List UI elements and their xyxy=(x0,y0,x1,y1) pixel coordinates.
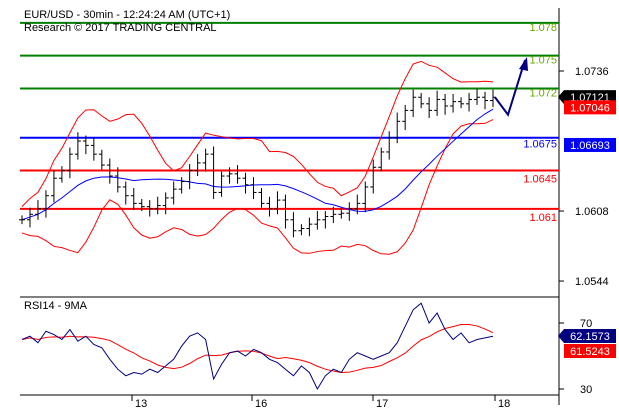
rsi-value-badge-bg xyxy=(564,329,616,343)
price-bar xyxy=(138,198,145,212)
price-bar xyxy=(186,163,193,190)
price-bar xyxy=(42,190,49,218)
price-bar xyxy=(50,170,57,203)
price-bar xyxy=(482,91,489,110)
rsi-line xyxy=(21,302,494,391)
price-bar xyxy=(34,200,41,220)
price-bar xyxy=(354,194,361,215)
price-bar xyxy=(218,171,225,197)
level-label: 1.072 xyxy=(529,88,557,100)
level-label: 1.061 xyxy=(529,212,557,224)
y-tick-label: 1.0544 xyxy=(575,276,609,288)
x-tick-label: 16 xyxy=(255,398,267,410)
pivot-price-badge-bg xyxy=(564,137,616,152)
y-tick-label: 1.0736 xyxy=(575,66,609,78)
pivot-price-badge: 1.06693 xyxy=(570,140,610,152)
price-bar xyxy=(266,196,273,217)
price-bar xyxy=(402,104,409,131)
price-bar xyxy=(370,159,377,194)
price-bar xyxy=(290,212,297,238)
price-bar xyxy=(58,166,65,183)
rsi-ma-badge-bg xyxy=(564,344,616,358)
price-panel: 1.0736 1.0608 1.0544 1.078 1.075 1.072 1.0675 1… xyxy=(19,8,616,405)
rsi-ma-line xyxy=(21,323,494,374)
price-bar xyxy=(282,194,289,229)
rsi-title: RSI14 - 9MA xyxy=(24,300,88,312)
level-label: 1.078 xyxy=(529,22,557,34)
price-bar xyxy=(234,165,241,184)
price-bar xyxy=(250,177,257,199)
price-bar xyxy=(434,90,441,116)
price-bar xyxy=(90,137,97,161)
price-bar xyxy=(98,149,105,170)
price-bar xyxy=(19,215,25,225)
price-bar xyxy=(346,202,353,221)
x-tick-label: 18 xyxy=(498,398,510,410)
last-price-badge-pointer xyxy=(558,90,564,105)
price-bar xyxy=(170,181,177,205)
x-tick-label: 17 xyxy=(376,398,388,410)
price-bar xyxy=(474,88,481,105)
y-tick-label: 1.0608 xyxy=(575,206,609,218)
bollinger-lower xyxy=(21,119,494,255)
rsi-tick-label: 70 xyxy=(580,318,592,330)
level-label: 1.075 xyxy=(529,55,557,67)
price-bar xyxy=(362,181,369,213)
level-label: 1.0675 xyxy=(523,139,557,151)
price-bar xyxy=(242,172,249,194)
price-bar xyxy=(210,146,217,199)
price-bar xyxy=(450,93,457,113)
rsi-ma-badge: 61.5243 xyxy=(570,346,610,358)
price-bar xyxy=(130,188,137,210)
price-bar xyxy=(394,112,401,144)
x-tick-label: 13 xyxy=(135,398,147,410)
price-bar xyxy=(146,200,153,217)
price-bar xyxy=(122,181,129,205)
rsi-value-badge-pointer xyxy=(558,329,564,343)
price-bar xyxy=(386,131,393,160)
forecast-arrowhead xyxy=(519,57,528,72)
price-bar xyxy=(330,206,337,224)
price-bar xyxy=(194,154,201,177)
chart-title: EUR/USD - 30min - 12:24:24 AM (UTC+1) xyxy=(24,9,230,21)
price-bar xyxy=(162,192,169,215)
price-bar xyxy=(258,188,265,208)
price-bar xyxy=(378,147,385,172)
price-bar xyxy=(322,211,329,229)
price-bar xyxy=(314,211,321,230)
forecast-arrow xyxy=(494,59,526,117)
rsi-panel: 70 30 62.1573 61.5243 13 16 17 18 xyxy=(20,302,616,410)
price-bar xyxy=(418,92,425,109)
chart-copyright: Research © 2017 TRADING CENTRAL xyxy=(24,22,217,34)
price-bar xyxy=(226,167,233,184)
bid-price-badge-bg xyxy=(564,100,616,115)
price-bar xyxy=(114,167,121,193)
price-bar xyxy=(154,196,161,215)
price-bar xyxy=(202,148,209,172)
price-bar xyxy=(74,132,81,160)
price-bar xyxy=(106,158,113,184)
price-bar xyxy=(458,97,465,109)
price-bar xyxy=(82,135,89,155)
price-bar xyxy=(274,191,281,215)
moving-average xyxy=(21,108,494,221)
price-bar xyxy=(66,147,73,179)
price-bar xyxy=(306,217,313,237)
price-bar xyxy=(426,97,433,119)
level-label: 1.0645 xyxy=(523,174,557,186)
price-bar xyxy=(410,89,417,117)
price-bar xyxy=(26,207,33,228)
price-bar xyxy=(338,208,345,219)
price-bar xyxy=(178,177,185,194)
bollinger-upper xyxy=(21,60,494,208)
price-bar xyxy=(298,224,305,236)
rsi-tick-label: 30 xyxy=(580,384,592,396)
price-bar xyxy=(442,93,449,115)
price-bar xyxy=(466,92,473,112)
bid-price-badge: 1.07046 xyxy=(570,102,610,114)
rsi-value-badge: 62.1573 xyxy=(570,331,610,343)
